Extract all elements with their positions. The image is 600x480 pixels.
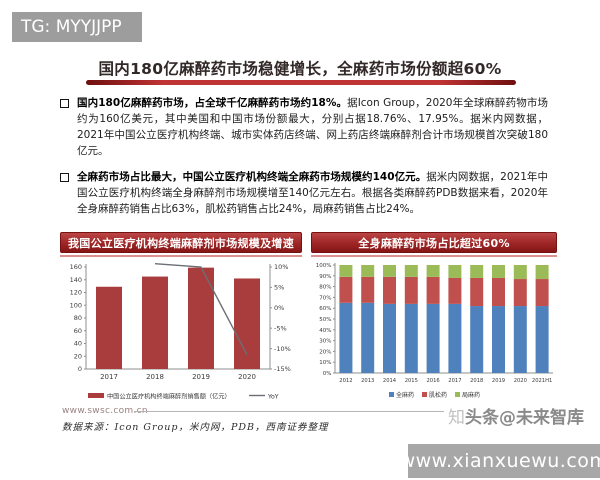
svg-text:100%: 100% <box>316 263 332 269</box>
svg-text:80%: 80% <box>319 285 331 291</box>
square-bullet-icon <box>60 99 69 108</box>
svg-text:30%: 30% <box>319 339 331 345</box>
svg-text:2020: 2020 <box>238 373 256 381</box>
svg-text:0%: 0% <box>323 371 332 377</box>
bullet-1-body: 据Icon Group，2020年全球麻醉药物市场约为160亿美元，其中美国和中… <box>77 97 548 157</box>
svg-text:2021H1: 2021H1 <box>532 378 552 384</box>
bullet-text-2: 全麻药市场占比最大，中国公立医疗机构终端全麻药市场规模约140亿元。据米内网数据… <box>77 169 548 217</box>
svg-text:0: 0 <box>78 365 82 373</box>
svg-text:2013: 2013 <box>361 378 374 384</box>
watermark-text: 知头条@未来智库 <box>448 403 584 428</box>
svg-text:肌松药: 肌松药 <box>429 391 447 399</box>
svg-text:2017: 2017 <box>100 373 118 381</box>
square-bullet-icon <box>60 173 69 182</box>
svg-text:60: 60 <box>74 327 82 335</box>
svg-text:120: 120 <box>70 289 82 297</box>
svg-text:60%: 60% <box>319 306 331 312</box>
left-chart-title-banner: 我国公立医疗机构终端麻醉剂市场规模及增速 <box>60 232 302 253</box>
watermark-main: 头条@未来智库 <box>465 408 584 428</box>
svg-text:-5%: -5% <box>274 324 287 332</box>
svg-text:40%: 40% <box>319 328 331 334</box>
svg-text:2019: 2019 <box>492 378 505 384</box>
svg-text:2018: 2018 <box>470 378 483 384</box>
left-chart-separator <box>60 255 302 257</box>
svg-text:2017: 2017 <box>448 378 461 384</box>
svg-text:2014: 2014 <box>383 378 397 384</box>
bullet-item-2: 全麻药市场占比最大，中国公立医疗机构终端全麻药市场规模约140亿元。据米内网数据… <box>60 169 548 217</box>
svg-text:50%: 50% <box>319 317 331 323</box>
svg-text:YoY: YoY <box>267 394 279 401</box>
svg-text:全麻药: 全麻药 <box>396 391 414 399</box>
svg-text:80: 80 <box>74 314 82 322</box>
tg-channel-tag: TG: MYYJJPP <box>12 12 142 42</box>
title-underline-bar <box>86 80 516 85</box>
right-chart-title-banner: 全身麻醉药市场占比超过60% <box>311 232 557 253</box>
page-title: 国内180亿麻醉药市场稳健增长，全麻药市场份额超60% <box>98 60 502 78</box>
svg-text:-10%: -10% <box>274 345 291 353</box>
svg-text:20: 20 <box>74 352 82 360</box>
svg-text:160: 160 <box>70 263 82 271</box>
svg-text:40: 40 <box>74 340 82 348</box>
bullet-item-1: 国内180亿麻醉药市场，占全球千亿麻醉药市场约18%。据Icon Group，2… <box>60 95 548 159</box>
svg-text:2016: 2016 <box>426 378 439 384</box>
right-chart-canvas: 0% 10% 20% 30% 40% 50% 60% 70% 80% 90% 100% 2012 201… <box>316 263 553 399</box>
svg-text:2019: 2019 <box>192 373 210 381</box>
svg-text:2012: 2012 <box>339 378 352 384</box>
bullet-1-lead: 国内180亿麻醉药市场，占全球千亿麻醉药市场约18%。 <box>77 97 348 109</box>
bullet-2-body: 据米内网数据，2021年中国公立医疗机构终端全身麻醉剂市场规模增至140亿元左右… <box>77 171 548 215</box>
footer-divider-line <box>134 411 444 412</box>
svg-text:2015: 2015 <box>405 378 418 384</box>
svg-text:中国公立医疗机构终端麻醉剂销售额（亿元）: 中国公立医疗机构终端麻醉剂销售额（亿元） <box>107 393 231 401</box>
bottom-url-text: www.xianxuewu.com <box>399 450 600 472</box>
data-source-note: 数据来源：Icon Group，米内网，PDB，西南证券整理 <box>62 422 329 433</box>
svg-text:90%: 90% <box>319 274 331 280</box>
right-chart-panel: 全身麻醉药市场占比超过60% 0% 10% 20% 30% 40% 50% 60% 70% 80… <box>311 232 557 403</box>
svg-text:10%: 10% <box>319 360 331 366</box>
svg-text:5%: 5% <box>274 284 284 292</box>
bullet-text-1: 国内180亿麻醉药市场，占全球千亿麻醉药市场约18%。据Icon Group，2… <box>77 95 548 159</box>
bullet-2-lead: 全麻药市场占比最大，中国公立医疗机构终端全麻药市场规模约140亿元。 <box>77 171 427 183</box>
bullet-list: 国内180亿麻醉药市场，占全球千亿麻醉药市场约18%。据Icon Group，2… <box>60 95 548 227</box>
svg-text:70%: 70% <box>319 295 331 301</box>
svg-text:局麻药: 局麻药 <box>462 391 480 399</box>
tg-channel-label: TG: MYYJJPP <box>21 17 122 37</box>
bottom-url-bar: www.xianxuewu.com <box>400 444 600 478</box>
svg-text:20%: 20% <box>319 349 331 355</box>
svg-text:0%: 0% <box>274 304 284 312</box>
svg-text:2020: 2020 <box>514 378 527 384</box>
svg-text:2018: 2018 <box>146 373 164 381</box>
right-chart-separator <box>311 255 557 257</box>
left-chart-canvas: 0 20 40 60 80 100 120 140 160 10% 5% 0% -5% -10% -15% 2… <box>70 263 291 401</box>
left-chart-panel: 我国公立医疗机构终端麻醉剂市场规模及增速 0 20 40 60 80 100 120 140 1… <box>60 232 302 403</box>
svg-text:10%: 10% <box>274 263 288 271</box>
watermark-prefix: 知 <box>448 408 465 428</box>
svg-text:-15%: -15% <box>274 365 291 373</box>
svg-text:140: 140 <box>70 276 82 284</box>
swsc-site-text: www.swsc.com.cn <box>62 406 148 416</box>
svg-text:100: 100 <box>70 301 82 309</box>
